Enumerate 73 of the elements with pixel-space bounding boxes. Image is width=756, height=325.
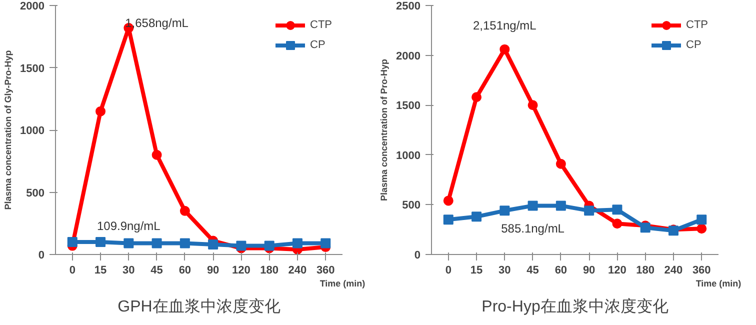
y-axis-title: Plasma concentration of Gly-Pro-Hyp <box>3 50 14 210</box>
point <box>612 218 622 229</box>
x-tick-label: 120 <box>608 264 626 276</box>
annotation: 2,151ng/mL <box>472 18 537 32</box>
point <box>696 214 707 225</box>
point <box>696 224 707 234</box>
y-tick-label: 2500 <box>396 0 421 12</box>
y-tick-label: 1500 <box>20 62 45 75</box>
point <box>208 240 218 250</box>
x-tick-label: 90 <box>582 264 596 276</box>
x-tick-label: 15 <box>94 264 107 276</box>
x-tick-label: 240 <box>288 264 307 276</box>
annotation: 585.1ng/mL <box>501 221 565 236</box>
point <box>96 106 106 116</box>
point <box>180 206 190 216</box>
point <box>443 214 454 225</box>
point <box>320 238 331 248</box>
x-tick-label: 30 <box>122 264 135 276</box>
x-tick-label: 60 <box>178 264 192 276</box>
point <box>500 206 510 216</box>
point <box>152 150 162 160</box>
annotation: 109.9ng/mL <box>96 218 161 233</box>
x-tick-label: 45 <box>526 264 539 276</box>
text: Pro-Hyp在血浆中浓度变化 <box>482 298 668 316</box>
x-tick-label: 15 <box>470 264 483 276</box>
point <box>612 204 622 215</box>
legend-label: CTP <box>310 19 332 31</box>
point <box>528 200 538 211</box>
y-axis-title: Plasma concentration of Pro-Hyp <box>379 58 390 202</box>
point <box>236 240 246 251</box>
y-tick-label: 1000 <box>20 125 45 137</box>
y-tick-label: 1500 <box>396 100 421 112</box>
x-tick-label: 60 <box>554 264 568 276</box>
x-tick-label: 30 <box>498 264 511 276</box>
point <box>67 237 78 248</box>
point <box>528 100 538 110</box>
x-tick-label: 0 <box>445 264 452 276</box>
point <box>443 196 454 206</box>
point <box>584 206 594 216</box>
x-tick-label: 180 <box>260 264 279 276</box>
point <box>556 200 566 211</box>
point <box>472 92 482 102</box>
point <box>500 44 510 54</box>
x-tick-label: 240 <box>664 264 683 276</box>
x-axis-title: Time (min) <box>320 278 366 288</box>
legend-label: CP <box>686 39 702 51</box>
y-tick-label: 500 <box>402 200 421 212</box>
point <box>556 158 566 169</box>
x-tick-label: 0 <box>69 264 76 276</box>
point <box>152 238 162 248</box>
x-tick-label: 360 <box>692 264 711 276</box>
point <box>264 240 274 251</box>
y-tick-label: 0 <box>414 250 421 262</box>
text: GPH在血浆中浓度变化 <box>118 298 280 316</box>
point <box>292 238 302 248</box>
x-axis-title: Time (min) <box>696 278 742 288</box>
x-tick-label: 180 <box>636 264 655 276</box>
x-tick-label: 120 <box>232 264 250 276</box>
point <box>472 212 482 222</box>
x-tick-label: 90 <box>206 264 220 276</box>
y-tick-label: 1000 <box>396 150 421 162</box>
point <box>124 238 134 248</box>
y-tick-label: 2000 <box>20 0 45 12</box>
x-tick-label: 360 <box>316 264 335 276</box>
y-tick-label: 500 <box>26 187 45 200</box>
y-tick-label: 2000 <box>396 50 421 62</box>
x-tick-label: 45 <box>150 264 163 276</box>
legend-label: CP <box>310 39 326 51</box>
y-tick-label: 0 <box>38 250 45 262</box>
annotation: 1,658ng/mL <box>125 16 189 30</box>
legend-label: CTP <box>686 19 708 31</box>
point <box>180 238 190 248</box>
point <box>96 237 106 248</box>
